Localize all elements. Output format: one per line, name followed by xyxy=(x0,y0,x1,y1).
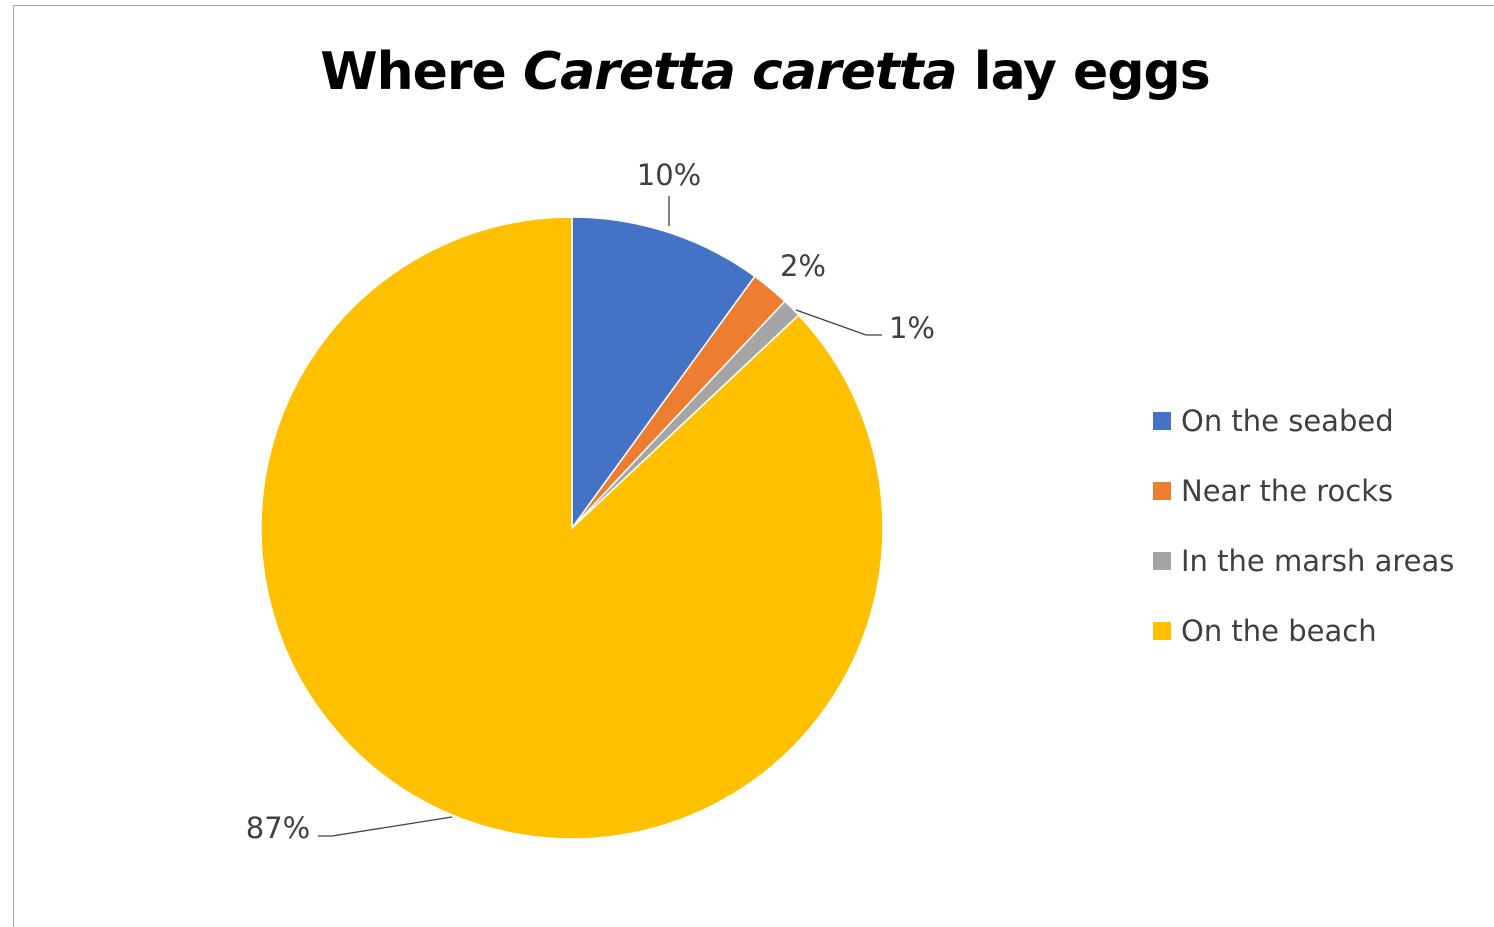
leader-line-marsh xyxy=(795,309,882,336)
legend: On the seabed Near the rocks In the mars… xyxy=(1153,403,1454,683)
legend-swatch-beach xyxy=(1153,621,1171,640)
leader-line-beach xyxy=(318,816,453,837)
data-label-rocks: 2% xyxy=(780,249,826,283)
chart-title-prefix: Where xyxy=(320,42,523,102)
chart-title: Where Caretta caretta lay eggs xyxy=(0,42,1494,102)
data-label-marsh: 1% xyxy=(889,311,935,345)
chart-title-italic: Caretta caretta xyxy=(522,42,958,102)
legend-label-rocks: Near the rocks xyxy=(1181,473,1394,508)
legend-item-seabed: On the seabed xyxy=(1153,403,1454,438)
pie-slice-seabed xyxy=(571,216,756,531)
legend-label-seabed: On the seabed xyxy=(1181,403,1394,438)
legend-item-marsh: In the marsh areas xyxy=(1153,543,1454,578)
legend-item-rocks: Near the rocks xyxy=(1153,473,1454,508)
legend-swatch-marsh xyxy=(1153,551,1171,570)
legend-swatch-seabed xyxy=(1153,411,1171,430)
legend-label-beach: On the beach xyxy=(1181,613,1377,648)
legend-label-marsh: In the marsh areas xyxy=(1181,543,1455,578)
data-label-seabed: 10% xyxy=(637,158,701,192)
chart-title-suffix: lay eggs xyxy=(956,42,1211,102)
legend-swatch-rocks xyxy=(1153,481,1171,500)
pie-slice-beach xyxy=(260,216,884,840)
data-label-beach: 87% xyxy=(246,811,310,845)
legend-item-beach: On the beach xyxy=(1153,613,1454,648)
